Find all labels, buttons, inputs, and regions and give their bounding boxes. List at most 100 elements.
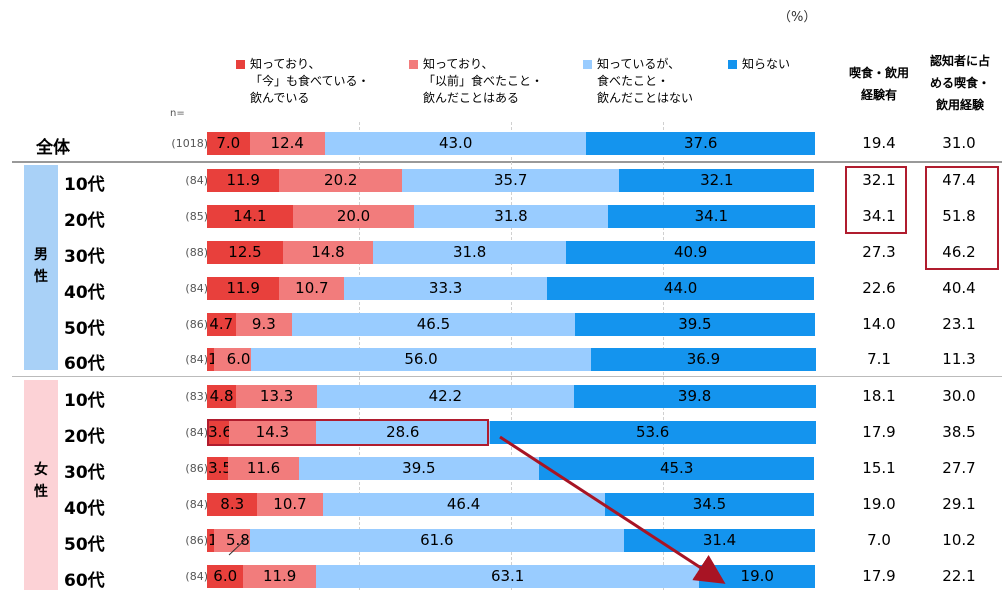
legend-swatch-before — [409, 60, 418, 69]
bar-segment-3-1 — [283, 241, 373, 264]
bar-segment-12-1 — [243, 565, 316, 588]
bar-label-3-0: 12.5 — [228, 242, 262, 261]
bar-label-8-2: 28.6 — [386, 422, 420, 441]
experience-value-1: 32.1 — [862, 170, 896, 189]
bar-segment-3-3 — [566, 241, 815, 264]
bar-label-7-2: 42.2 — [428, 386, 463, 405]
bar-label-7-3: 39.8 — [677, 386, 712, 405]
bar-label-5-1: 9.3 — [251, 314, 276, 333]
male-group-label: 男 性 — [34, 247, 48, 285]
bar-label-4-3: 44.0 — [663, 278, 698, 297]
aware-experience-value-11: 10.2 — [942, 530, 976, 549]
n-value-5: (86) — [185, 317, 208, 331]
highlight-box-male-experience — [845, 166, 907, 234]
bar-label-9-1: 11.6 — [246, 458, 281, 477]
aware-experience-value-1: 47.4 — [942, 170, 976, 189]
aware-experience-value-6: 11.3 — [942, 349, 976, 368]
bar-label-12-1: 11.9 — [262, 566, 297, 585]
n-value-7: (83) — [185, 389, 208, 403]
bar-segment-10-0 — [207, 493, 258, 516]
bar-label-7-0: 4.8 — [209, 386, 234, 405]
bar-label-6-2: 56.0 — [404, 349, 438, 368]
bar-label-1-2: 35.7 — [493, 170, 528, 189]
legend-label-aware-not: 知っているが、 食べたこと・ 飲んだことはない — [597, 57, 694, 105]
legend-item-aware-not: 知っているが、 食べたこと・ 飲んだことはない — [583, 56, 693, 107]
bar-label-5-2: 46.5 — [416, 314, 451, 333]
legend-swatch-aware-not — [583, 60, 592, 69]
separator-line-gender — [12, 376, 1002, 377]
bar-segment-5-1 — [235, 313, 293, 336]
bar-segment-0-1 — [249, 132, 325, 155]
bar-segment-8-1 — [228, 421, 316, 444]
row-label-male-5: 50代 — [64, 318, 105, 339]
bar-segment-5-0 — [207, 313, 236, 336]
bar-segment-9-2 — [298, 457, 539, 480]
bar-label-6-1: 6.0 — [226, 349, 251, 368]
bar-label-8-0: 3.6 — [208, 422, 232, 441]
experience-value-8: 17.9 — [862, 422, 896, 441]
row-label-total: 全体 — [36, 137, 70, 158]
bar-segment-9-1 — [228, 457, 299, 480]
bar-segment-6-0 — [207, 348, 215, 371]
bar-segment-4-2 — [344, 277, 547, 300]
bar-label-10-2: 46.4 — [446, 494, 481, 513]
bar-segment-4-1 — [279, 277, 345, 300]
highlight-box-male-aware — [925, 166, 999, 270]
bar-label-4-1: 10.7 — [295, 278, 329, 297]
aware-experience-value-12: 22.1 — [942, 566, 976, 585]
experience-value-7: 18.1 — [862, 386, 896, 405]
female-group-label: 女 性 — [34, 462, 48, 500]
row-label-male-2: 20代 — [64, 210, 105, 231]
header-experience: 喫食・飲用 経験有 — [848, 66, 909, 102]
aware-experience-value-7: 30.0 — [942, 386, 976, 405]
legend-label-now: 知っており、 「今」も食べている・ 飲んでいる — [250, 57, 370, 105]
aware-experience-value-0: 31.0 — [942, 133, 976, 152]
bar-segment-7-2 — [317, 385, 574, 408]
bar-segment-11-2 — [249, 529, 625, 552]
aware-experience-value-8: 38.5 — [942, 422, 976, 441]
bar-label-1-0: 11.9 — [226, 170, 260, 189]
bar-label-8-1: 14.3 — [255, 422, 290, 441]
bar-label-3-2: 31.8 — [452, 242, 487, 261]
bar-segment-3-2 — [372, 241, 567, 264]
aware-experience-value-2: 51.8 — [942, 206, 976, 225]
experience-value-9: 15.1 — [862, 458, 896, 477]
bar-segment-6-2 — [250, 348, 592, 371]
bar-segment-9-3 — [538, 457, 815, 480]
n-value-12: (84) — [185, 569, 208, 583]
bar-segment-12-2 — [315, 565, 700, 588]
experience-value-10: 19.0 — [862, 494, 896, 513]
bar-segment-7-1 — [236, 385, 318, 408]
bar-label-8-3: 53.6 — [635, 422, 670, 441]
bar-segment-10-2 — [322, 493, 605, 516]
bar-segment-1-2 — [402, 169, 620, 192]
bar-label-9-2: 39.5 — [402, 458, 436, 477]
bar-label-9-3: 45.3 — [659, 458, 694, 477]
aware-experience-value-4: 40.4 — [942, 278, 976, 297]
row-label-male-6: 60代 — [64, 353, 105, 374]
row-label-male-1: 10代 — [64, 174, 105, 195]
bar-label-0-1: 12.4 — [270, 133, 304, 152]
experience-value-4: 22.6 — [862, 278, 896, 297]
legend-label-unaware: 知らない — [742, 57, 791, 71]
separator-line-total — [12, 161, 1002, 163]
row-label-female-7: 10代 — [64, 390, 105, 411]
bar-segment-0-2 — [324, 132, 587, 155]
bar-label-1-3: 32.1 — [700, 170, 734, 189]
bar-segment-7-0 — [207, 385, 237, 408]
bar-segment-2-1 — [292, 205, 415, 228]
bar-label-5-0: 4.7 — [209, 314, 234, 333]
bar-segment-12-3 — [699, 565, 815, 588]
legend-item-before: 知っており、 「以前」食べたこと・ 飲んだことはある — [409, 56, 543, 107]
bar-segment-6-1 — [214, 348, 251, 371]
bar-label-0-2: 43.0 — [438, 133, 473, 152]
bar-segment-7-3 — [573, 385, 816, 408]
bar-segment-9-0 — [207, 457, 229, 480]
n-value-4: (84) — [185, 281, 208, 295]
leader-line-female50 — [228, 538, 247, 556]
bar-label-10-0: 8.3 — [220, 494, 245, 513]
row-label-female-12: 60代 — [64, 570, 105, 591]
bar-segment-4-3 — [546, 277, 815, 300]
